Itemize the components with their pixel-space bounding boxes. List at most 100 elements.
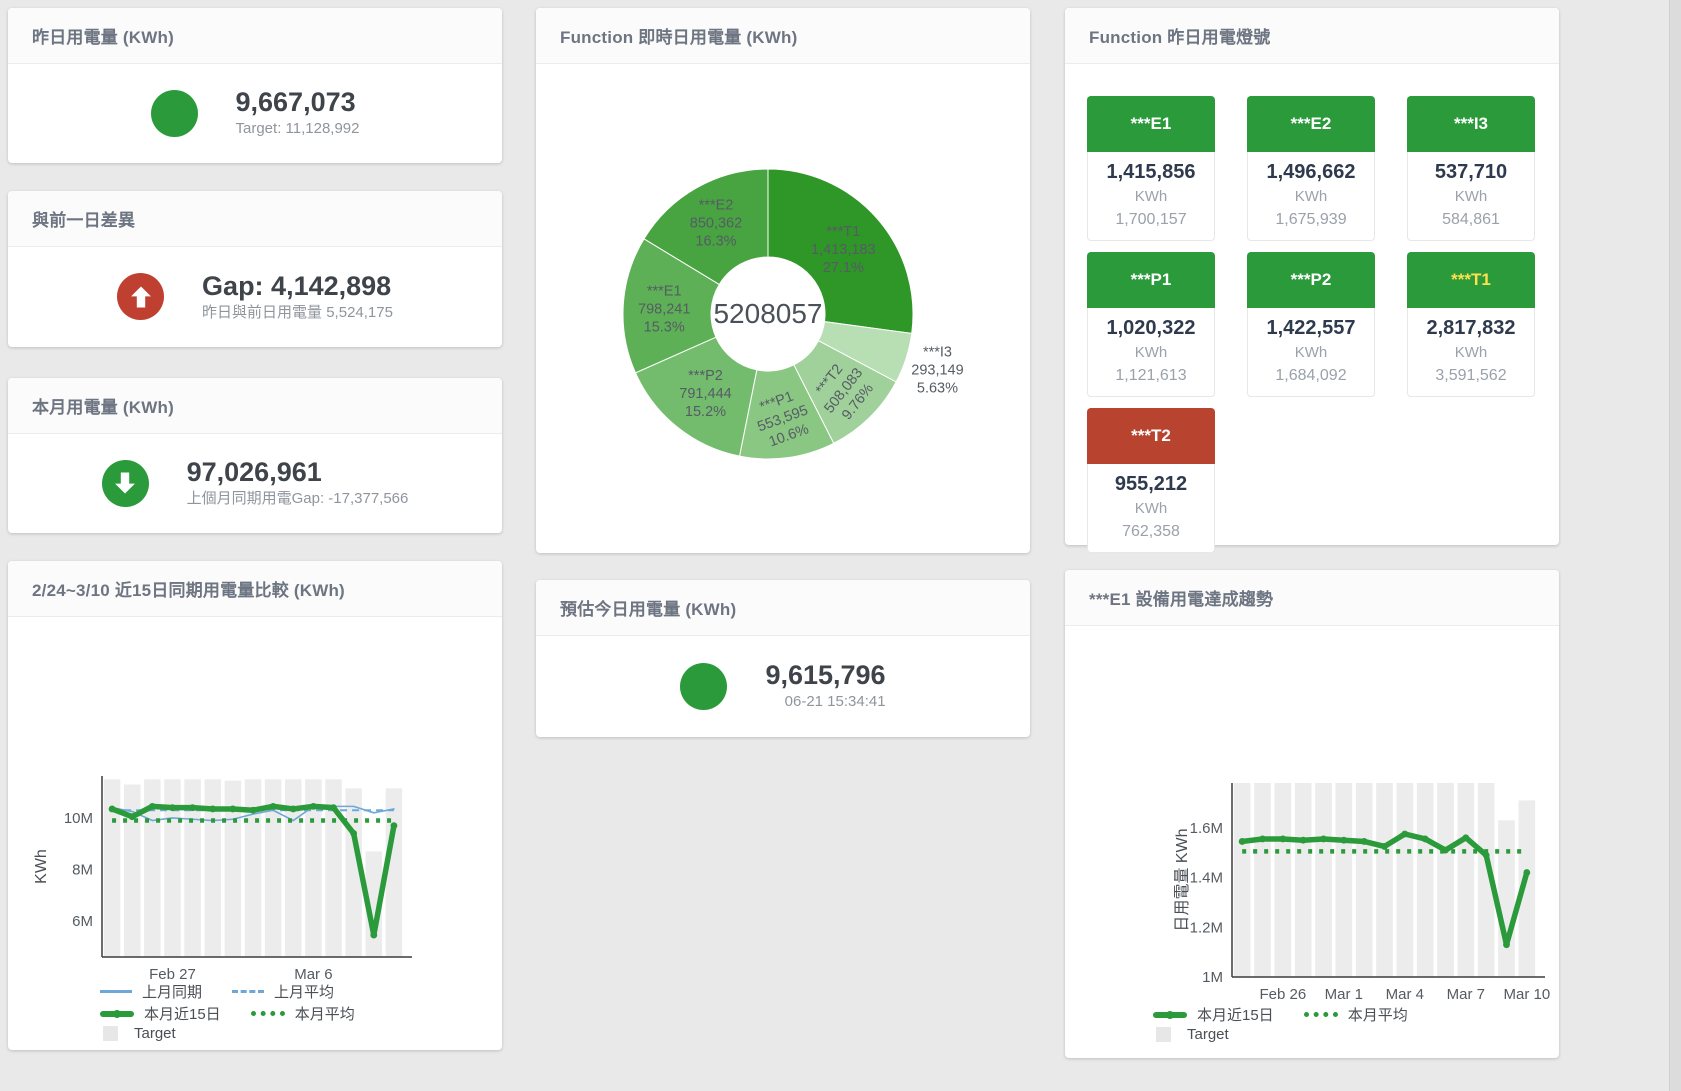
legend-label-target: Target bbox=[134, 1025, 176, 1042]
light-tile-T1[interactable]: ***T1 2,817,832 KWh 3,591,562 bbox=[1407, 252, 1535, 397]
tile-unit: KWh bbox=[1134, 344, 1168, 361]
tile-target: 1,675,939 bbox=[1275, 211, 1347, 228]
legend-green-line-icon bbox=[100, 1009, 134, 1018]
light-tile-P1[interactable]: ***P1 1,020,322 KWh 1,121,613 bbox=[1087, 252, 1215, 397]
y-tick-label: 10M bbox=[64, 810, 93, 827]
gap-subtext: 昨日與前日用電量 5,524,175 bbox=[202, 303, 393, 321]
tile-body: 1,415,856 KWh 1,700,157 bbox=[1087, 152, 1215, 241]
legend-label-last-month-same: 上月同期 bbox=[142, 984, 203, 1001]
data-point bbox=[370, 931, 378, 939]
card-yesterday-header: 昨日用電量 (KWh) bbox=[8, 8, 502, 64]
y-tick-label: 1.4M bbox=[1190, 870, 1223, 887]
target-bar bbox=[325, 779, 342, 957]
light-tile-T2[interactable]: ***T2 955,212 KWh 762,358 bbox=[1087, 408, 1215, 553]
card-function-realtime-donut: Function 即時日用電量 (KWh) ***T1 1,413,183 27.1… bbox=[536, 8, 1030, 553]
light-tile-P2[interactable]: ***P2 1,422,557 KWh 1,684,092 bbox=[1247, 252, 1375, 397]
target-bar bbox=[1233, 783, 1251, 977]
card-month-usage: 本月用電量 (KWh) 97,026,961 上個月同期用電Gap: -17,3… bbox=[8, 378, 502, 533]
estimate-today-value: 9,615,796 bbox=[765, 660, 886, 690]
data-point bbox=[128, 813, 136, 821]
estimate-today-time: 06-21 15:34:41 bbox=[784, 693, 886, 710]
tile-target: 1,121,613 bbox=[1115, 367, 1187, 384]
compare15-legend-row2: 本月近15日 本月平均 bbox=[100, 1003, 385, 1024]
target-bar bbox=[1416, 783, 1434, 977]
target-bar bbox=[184, 779, 201, 957]
card-e1-trend-header: ***E1 設備用電達成趨勢 bbox=[1065, 570, 1559, 626]
light-tile-E2[interactable]: ***E2 1,496,662 KWh 1,675,939 bbox=[1247, 96, 1375, 241]
target-bar bbox=[264, 779, 282, 957]
tile-body: 955,212 KWh 762,358 bbox=[1087, 464, 1215, 553]
card-gap-prev-day: 與前一日差異 Gap: 4,142,898 昨日與前日用電量 5,524,175 bbox=[8, 191, 502, 347]
data-point bbox=[1462, 834, 1470, 842]
card-estimate-header: 預估今日用電量 (KWh) bbox=[536, 580, 1030, 636]
legend-label-this-month-15d: 本月近15日 bbox=[144, 1006, 221, 1023]
target-bar bbox=[1396, 783, 1414, 977]
tile-target: 1,684,092 bbox=[1275, 367, 1347, 384]
data-point bbox=[1503, 941, 1510, 949]
tile-label: ***E1 bbox=[1130, 114, 1172, 133]
card-gap-title: 與前一日差異 bbox=[32, 211, 136, 230]
data-point bbox=[1279, 835, 1287, 843]
target-bar bbox=[1315, 783, 1332, 977]
card-gap-header: 與前一日差異 bbox=[8, 191, 502, 247]
data-point bbox=[108, 805, 116, 813]
data-point bbox=[249, 806, 257, 814]
legend-target-box-icon bbox=[1156, 1027, 1171, 1042]
card-yesterday-usage: 昨日用電量 (KWh) 9,667,073 Target: 11,128,992 bbox=[8, 8, 502, 163]
tile-status-header: ***P2 bbox=[1247, 252, 1375, 308]
legend-label-target: Target bbox=[1187, 1026, 1229, 1043]
data-point bbox=[350, 830, 358, 837]
y-tick-label: 1M bbox=[1202, 969, 1223, 986]
legend-blue-dashed-icon bbox=[232, 990, 265, 993]
data-point bbox=[1299, 836, 1307, 844]
legend-target-box-icon bbox=[103, 1026, 118, 1041]
donut-slice-E1[interactable] bbox=[622, 238, 720, 374]
card-month-header: 本月用電量 (KWh) bbox=[8, 378, 502, 434]
data-point bbox=[1238, 838, 1246, 845]
donut-slice-label: ***P2 791,444 15.2% bbox=[679, 368, 731, 420]
x-tick-label: Mar 7 bbox=[1447, 986, 1485, 1003]
tile-body: 1,020,322 KWh 1,121,613 bbox=[1087, 308, 1215, 397]
donut-slice-P2[interactable] bbox=[634, 336, 758, 457]
donut-center-total: 5208057 bbox=[713, 298, 822, 329]
card-compare15-header: 2/24~3/10 近15日同期用電量比較 (KWh) bbox=[8, 561, 502, 617]
target-bar bbox=[103, 779, 121, 957]
y-axis-label: KWh bbox=[33, 849, 50, 884]
card-donut-header: Function 即時日用電量 (KWh) bbox=[536, 8, 1030, 64]
tile-target: 762,358 bbox=[1122, 523, 1180, 540]
function-usage-donut-chart[interactable]: ***T1 1,413,183 27.1%***I3 293,149 5.63%***T… bbox=[536, 64, 1030, 553]
target-bar bbox=[1335, 783, 1353, 977]
target-bar bbox=[1498, 820, 1515, 977]
target-bar bbox=[164, 779, 181, 957]
arrow-down-circle-icon bbox=[101, 459, 149, 507]
tile-unit: KWh bbox=[1454, 344, 1488, 361]
data-point bbox=[209, 805, 217, 813]
tile-value: 1,422,557 bbox=[1266, 317, 1356, 339]
light-tile-I3[interactable]: ***I3 537,710 KWh 584,861 bbox=[1407, 96, 1535, 241]
tile-target: 3,591,562 bbox=[1435, 367, 1507, 384]
donut-slice-label: ***T1 1,413,183 27.1% bbox=[811, 224, 876, 276]
donut-slice-label: ***E2 850,362 16.3% bbox=[690, 198, 742, 250]
target-bar bbox=[1477, 783, 1495, 977]
tile-unit: KWh bbox=[1294, 344, 1328, 361]
legend-green-line-icon bbox=[1153, 1010, 1187, 1019]
compare15-legend-row3: Target bbox=[100, 1025, 206, 1042]
legend-label-this-month-avg: 本月平均 bbox=[294, 1006, 355, 1023]
card-e1-trend-title: ***E1 設備用電達成趨勢 bbox=[1089, 590, 1274, 609]
donut-slice-E2[interactable] bbox=[643, 168, 769, 286]
donut-slice-T1[interactable] bbox=[767, 168, 914, 334]
tile-status-header: ***E2 bbox=[1247, 96, 1375, 152]
target-bar bbox=[204, 779, 221, 957]
page-scrollbar[interactable] bbox=[1669, 0, 1681, 1091]
y-tick-label: 8M bbox=[72, 861, 93, 878]
tile-value: 2,817,832 bbox=[1426, 317, 1516, 339]
tile-label: ***E2 bbox=[1290, 114, 1332, 133]
target-bar bbox=[1457, 783, 1475, 977]
card-e1-trend-chart: ***E1 設備用電達成趨勢 1M 1.2M 1.4M 1.6M Feb 26 Mar 1… bbox=[1065, 570, 1559, 1058]
light-tile-E1[interactable]: ***E1 1,415,856 KWh 1,700,157 bbox=[1087, 96, 1215, 241]
tile-unit: KWh bbox=[1134, 500, 1168, 517]
x-tick-label: Feb 26 bbox=[1259, 986, 1306, 1003]
x-tick-label: Mar 6 bbox=[294, 966, 332, 983]
data-point bbox=[1381, 843, 1388, 850]
